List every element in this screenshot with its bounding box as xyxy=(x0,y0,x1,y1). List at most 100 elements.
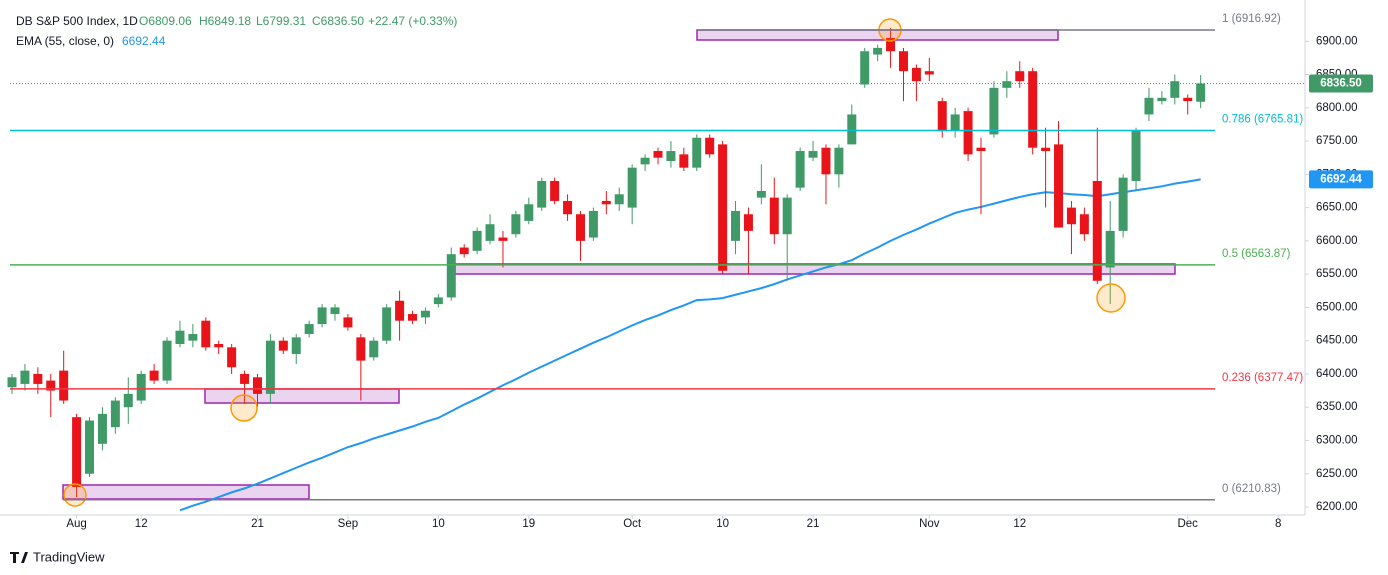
candle-body xyxy=(369,340,379,358)
zone xyxy=(696,29,1059,41)
candle-body xyxy=(201,320,211,348)
candle-body xyxy=(847,114,857,145)
highlight-circle xyxy=(230,394,258,422)
candle-body xyxy=(395,300,405,321)
chart-title: DB S&P 500 Index, 1D xyxy=(16,14,138,28)
candle-body xyxy=(989,87,999,135)
candle-body xyxy=(627,167,637,208)
candle-body xyxy=(485,224,495,241)
candle-body xyxy=(1028,71,1038,148)
ohlc-high: H6849.18 xyxy=(199,14,251,28)
candle-body xyxy=(136,373,146,401)
x-tick-label: Dec xyxy=(1177,518,1198,530)
candle-body xyxy=(343,317,353,328)
candle-body xyxy=(640,157,650,165)
y-tick-label: 6500.00 xyxy=(1316,301,1358,313)
candle-body xyxy=(278,340,288,351)
fib-label: 0.786 (6765.81) xyxy=(1222,114,1303,126)
candle-body xyxy=(873,47,883,55)
candle-body xyxy=(1105,230,1115,268)
y-tick-label: 6200.00 xyxy=(1316,501,1358,513)
candle-body xyxy=(85,420,95,474)
candle-body xyxy=(382,307,392,341)
candle-body xyxy=(666,151,676,162)
candle-body xyxy=(97,413,107,444)
ohlc-change: +22.47 (+0.33%) xyxy=(368,14,457,28)
ema-line xyxy=(179,178,1201,512)
candle-body xyxy=(976,147,986,152)
candle-body xyxy=(1183,97,1193,102)
candle-body xyxy=(149,370,159,381)
candle-body xyxy=(769,197,779,235)
candle-body xyxy=(498,237,508,241)
candle-body xyxy=(692,137,702,168)
candle-body xyxy=(1157,97,1167,102)
candle-body xyxy=(291,337,301,354)
x-tick-label: 12 xyxy=(135,518,148,530)
ohlc-close: C6836.50 xyxy=(312,14,364,28)
candle-body xyxy=(575,214,585,241)
x-tick-label: 19 xyxy=(522,518,535,530)
x-tick-label: Oct xyxy=(623,518,642,530)
candle-body xyxy=(420,310,430,318)
y-tick-label: 6600.00 xyxy=(1316,235,1358,247)
legend-ema-value: 6692.44 xyxy=(122,34,166,48)
x-tick-label: 21 xyxy=(807,518,820,530)
candle-body xyxy=(214,343,224,348)
fib-label: 1 (6916.92) xyxy=(1222,13,1281,25)
candle-body xyxy=(653,151,663,158)
candle-body xyxy=(614,194,624,205)
price-tag xyxy=(1309,170,1373,189)
candle-body xyxy=(175,330,185,344)
candle-body xyxy=(33,373,43,384)
candle-body xyxy=(537,180,547,208)
candle-body xyxy=(718,144,728,271)
candle-body xyxy=(1118,177,1128,231)
candle-body xyxy=(59,370,69,401)
candle-body xyxy=(601,200,611,205)
highlight-circle xyxy=(63,483,87,507)
x-tick-label: 10 xyxy=(716,518,729,530)
candle-body xyxy=(227,347,237,368)
candle-body xyxy=(472,230,482,251)
candle-body xyxy=(1092,180,1102,281)
fib-label: 0.236 (6377.47) xyxy=(1222,372,1303,384)
y-tick-label: 6450.00 xyxy=(1316,335,1358,347)
candle-body xyxy=(834,147,844,175)
candle-body xyxy=(304,324,314,335)
zone xyxy=(62,484,310,500)
candle-body xyxy=(265,340,275,394)
candle-body xyxy=(821,147,831,175)
candle-body xyxy=(459,247,469,255)
candle-body xyxy=(1041,147,1051,152)
candle-body xyxy=(356,337,366,361)
price-tag-label: 6836.50 xyxy=(1320,78,1362,90)
candle-body xyxy=(123,393,133,408)
logo: TradingView xyxy=(33,549,105,564)
y-tick-label: 6800.00 xyxy=(1316,102,1358,114)
candle-body xyxy=(795,151,805,188)
candle-body xyxy=(1054,144,1064,228)
logo-icon xyxy=(10,552,28,563)
x-tick-label: 10 xyxy=(432,518,445,530)
candle-body xyxy=(860,51,870,85)
candle-body xyxy=(188,334,198,341)
highlight-circle xyxy=(1096,283,1126,313)
candle-body xyxy=(110,400,120,428)
y-tick-label: 6750.00 xyxy=(1316,135,1358,147)
candle-body xyxy=(963,111,973,155)
candle-body xyxy=(550,180,560,201)
fib-label: 0 (6210.83) xyxy=(1222,483,1281,495)
legend-ema: EMA (55, close, 0) xyxy=(16,34,114,48)
candle-body xyxy=(937,101,947,132)
candle-body xyxy=(1066,207,1076,225)
candle-body xyxy=(808,151,818,158)
candle-body xyxy=(898,51,908,72)
candle-body xyxy=(782,197,792,235)
y-tick-label: 6650.00 xyxy=(1316,202,1358,214)
candle-body xyxy=(588,210,598,238)
y-tick-label: 6350.00 xyxy=(1316,401,1358,413)
candle-body xyxy=(924,71,934,75)
